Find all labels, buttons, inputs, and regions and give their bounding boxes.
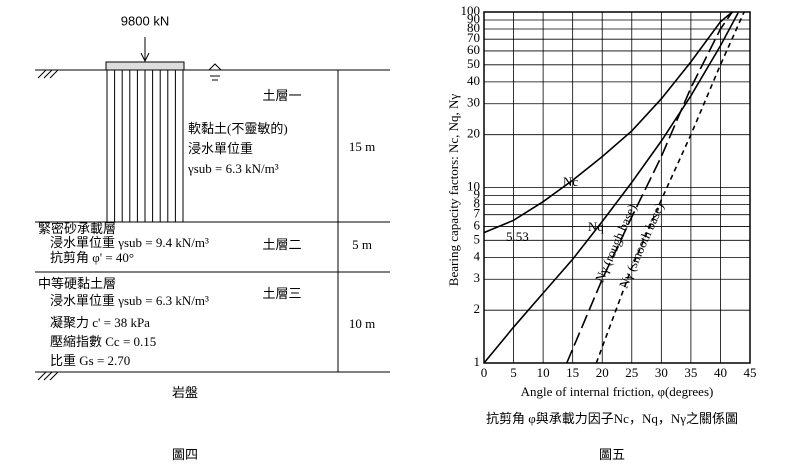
- layer-property: 比重 Gs = 2.70: [50, 353, 130, 368]
- layer-property: 浸水單位重: [188, 141, 253, 156]
- y-tick-label: 8: [474, 195, 481, 210]
- y-tick-label: 80: [467, 20, 480, 35]
- y-tick-label: 6: [474, 217, 481, 232]
- layer-name: 土層一: [262, 88, 301, 103]
- layer-property: 軟黏土(不靈敏的): [188, 121, 288, 136]
- layer-name: 土層二: [262, 237, 301, 252]
- bedrock-label: 岩盤: [172, 385, 198, 400]
- x-tick-label: 15: [566, 365, 579, 380]
- x-axis-label: Angle of internal friction, φ(degrees): [521, 384, 714, 399]
- pile-cap: [105, 61, 185, 71]
- layer-property: 壓縮指數 Cc = 0.15: [50, 334, 156, 349]
- y-tick-label: 20: [467, 126, 480, 141]
- layer-property: 浸水單位重 γsub = 9.4 kN/m³: [50, 235, 209, 250]
- curve: [483, 11, 733, 234]
- caption: 圖四: [172, 447, 198, 462]
- layer-property: 緊密砂承載層: [38, 221, 116, 236]
- y-tick-label: 2: [474, 301, 481, 316]
- y-tick-label: 3: [474, 270, 481, 285]
- piles: [106, 70, 184, 222]
- y-tick-label: 4: [474, 248, 481, 263]
- x-tick-label: 25: [625, 365, 638, 380]
- y-tick-label: 90: [467, 11, 480, 26]
- figure-label: 圖五: [599, 447, 625, 462]
- x-tick-label: 35: [684, 365, 697, 380]
- curve: [595, 11, 745, 364]
- water-table: [207, 63, 223, 81]
- y-tick-label: 1: [474, 354, 481, 369]
- layer-thickness: 15 m: [349, 139, 375, 154]
- y-axis-label: Bearing capacity factors: Nc, Nq, Nγ: [446, 94, 461, 287]
- rock-hatch: [37, 371, 59, 381]
- y-tick-label: 7: [474, 206, 481, 221]
- layer-thickness: 10 m: [349, 316, 375, 331]
- y-tick-label: 100: [461, 3, 481, 18]
- soil-profile: [35, 37, 390, 381]
- y-tick-label: 60: [467, 42, 480, 57]
- x-tick-label: 20: [596, 365, 609, 380]
- x-tick-label: 45: [744, 365, 757, 380]
- y-tick-label: 5: [474, 231, 481, 246]
- layer-property: 浸水單位重 γsub = 6.3 kN/m³: [50, 293, 209, 308]
- load-label: 9800 kN: [121, 13, 169, 28]
- y-tick-label: 40: [467, 73, 480, 88]
- annotation: 5.53: [506, 229, 529, 244]
- curve-label: Nq: [588, 219, 604, 234]
- ground-hatch: [37, 69, 59, 79]
- plot-frame: [483, 11, 751, 364]
- curve-label: Nc: [563, 174, 578, 189]
- layer-property: γsub = 6.3 kN/m³: [187, 161, 279, 176]
- y-tick-label: 50: [467, 56, 480, 71]
- x-tick-label: 10: [537, 365, 550, 380]
- y-tick-label: 10: [467, 178, 480, 193]
- x-tick-label: 5: [510, 365, 517, 380]
- x-tick-label: 40: [714, 365, 727, 380]
- y-tick-label: 70: [467, 30, 480, 45]
- layer-property: 中等硬黏土層: [38, 276, 116, 291]
- curve: [483, 12, 739, 364]
- curve: [566, 11, 733, 364]
- dimension-ticks: [334, 221, 342, 273]
- arrow-head: [140, 52, 150, 63]
- layer-name: 土層三: [262, 286, 301, 301]
- layer-thickness: 5 m: [352, 237, 372, 252]
- y-tick-label: 9: [474, 187, 481, 202]
- layer-property: 凝聚力 c' = 38 kPa: [50, 315, 150, 330]
- caption: 抗剪角 φ與承載力因子Nc，Nq，Nγ之關係圖: [486, 411, 738, 426]
- y-tick-label: 30: [467, 95, 480, 110]
- x-tick-label: 30: [655, 365, 668, 380]
- x-tick-label: 0: [481, 365, 488, 380]
- layer-property: 抗剪角 φ' = 40°: [50, 250, 134, 265]
